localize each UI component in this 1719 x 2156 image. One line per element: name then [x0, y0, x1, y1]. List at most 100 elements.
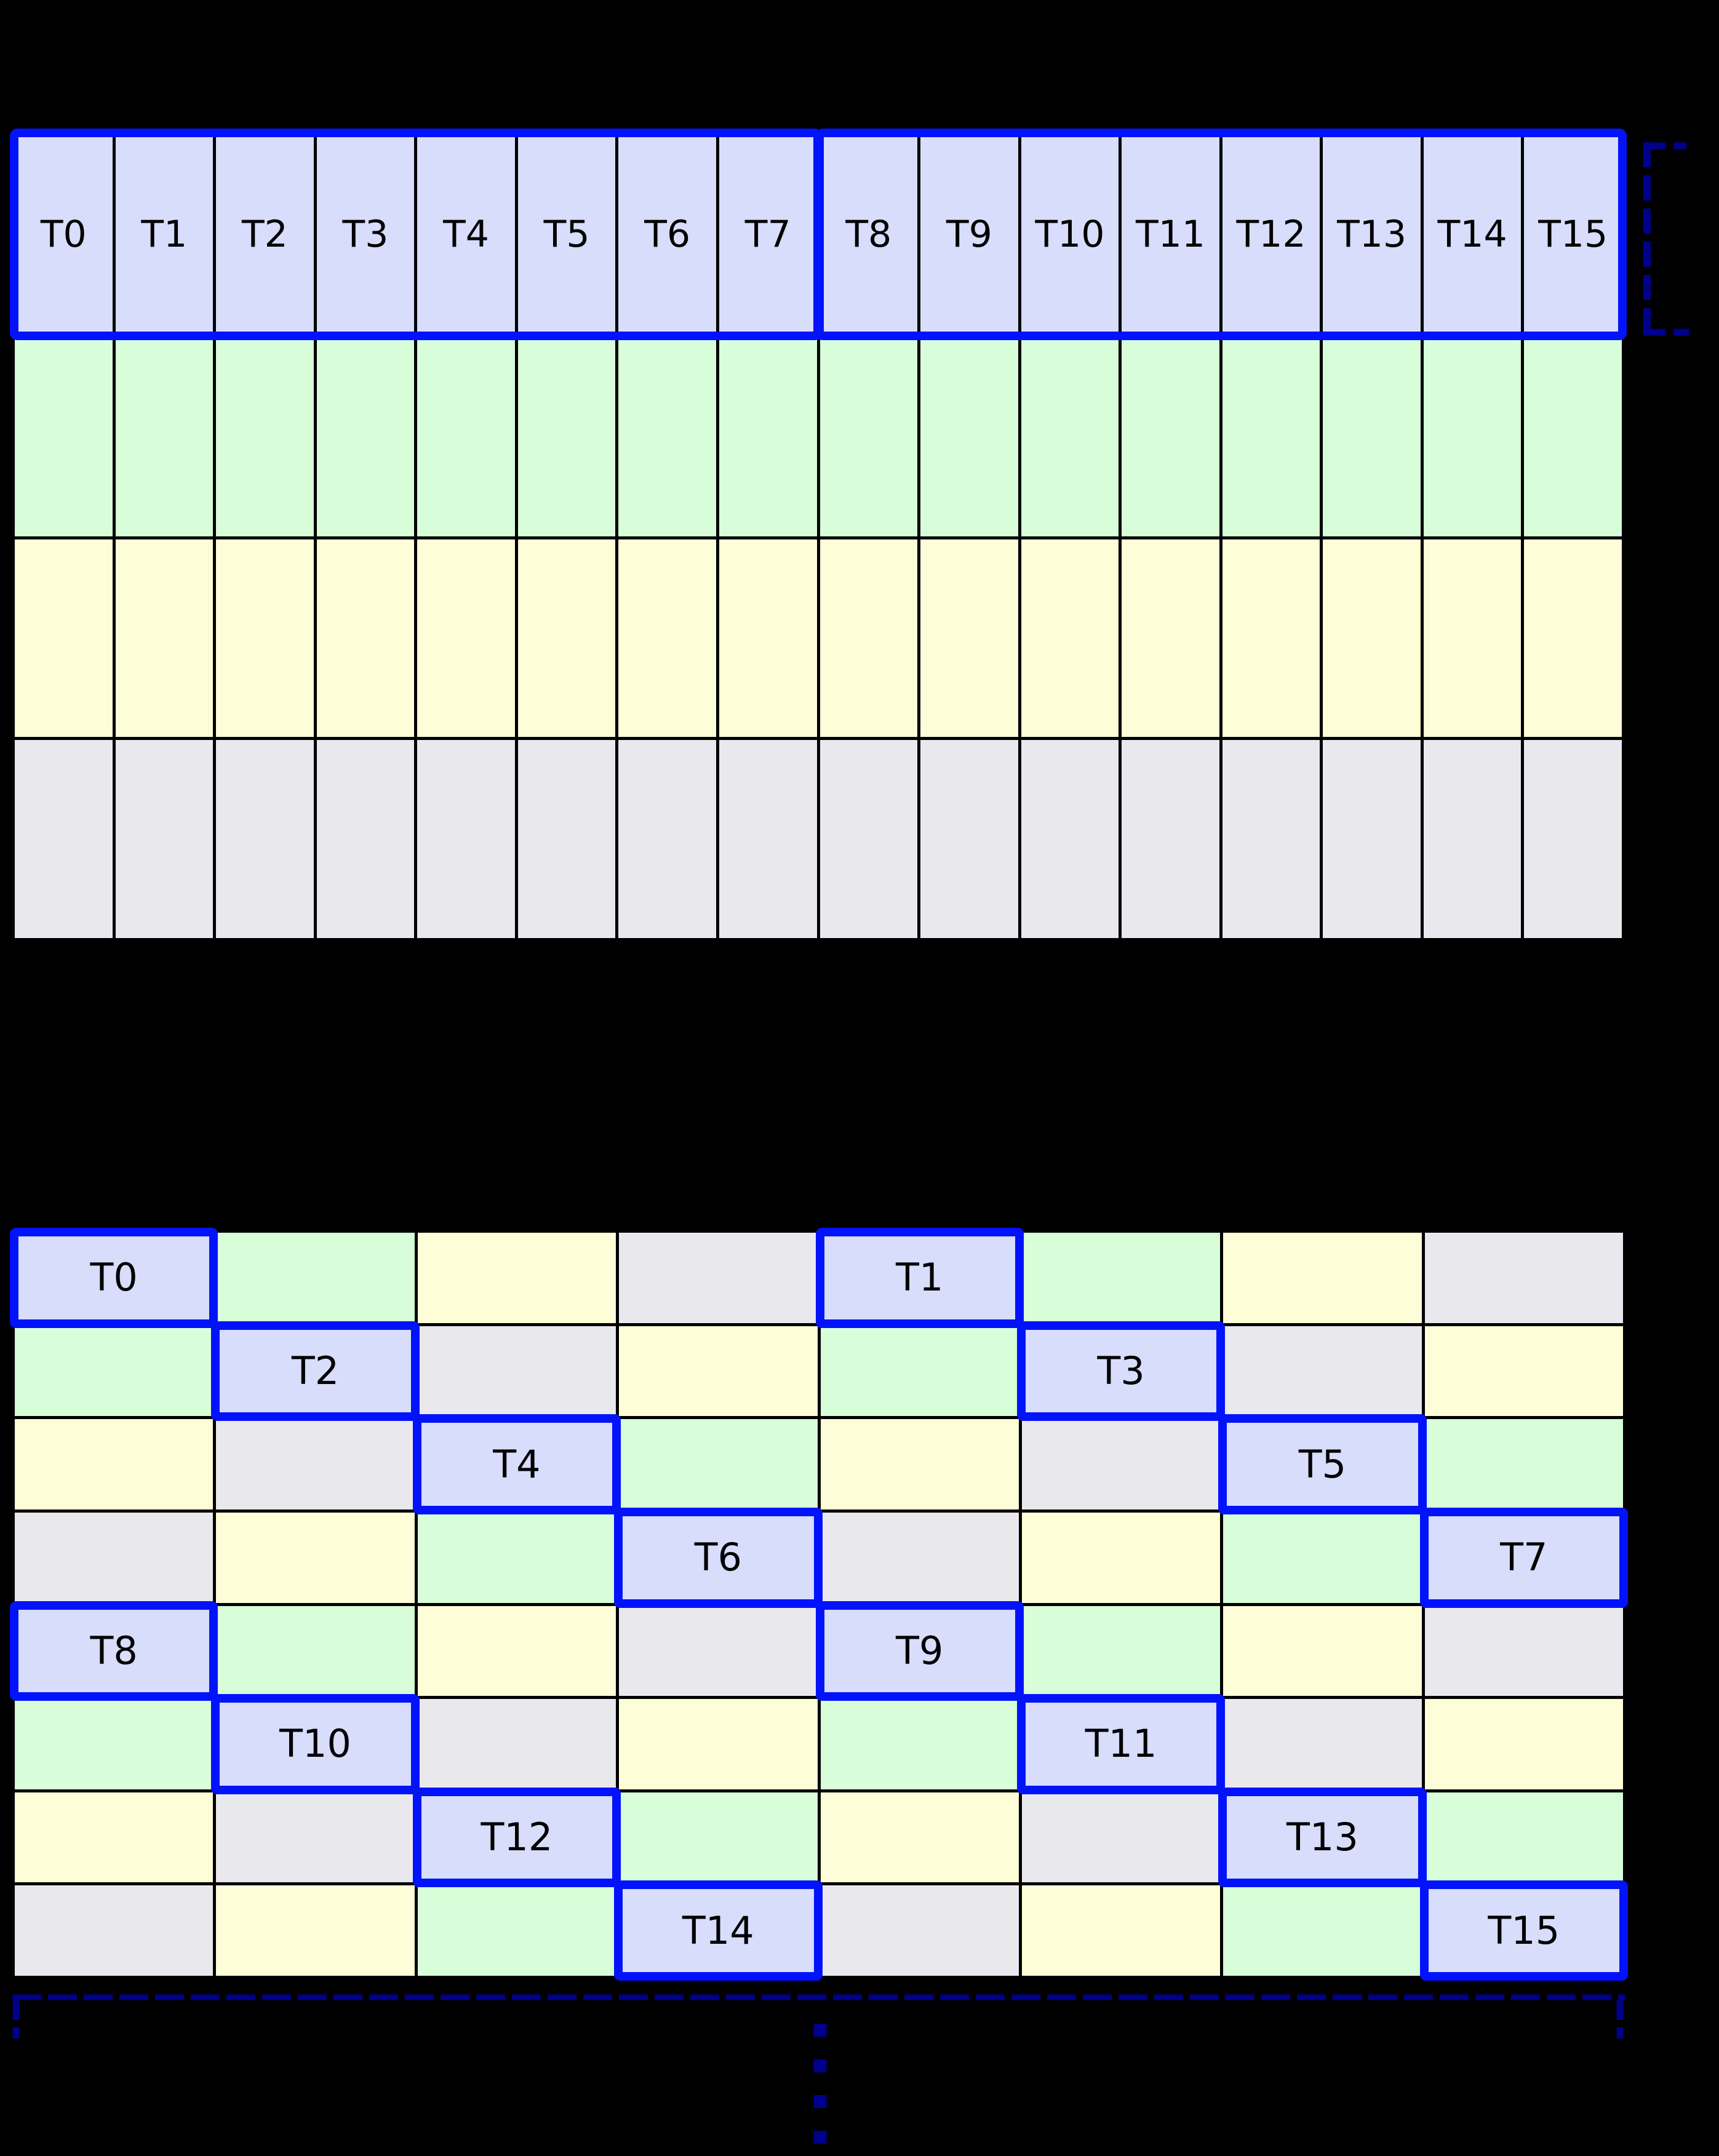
swizzled-word-cell	[1021, 1419, 1221, 1510]
thread-header-cell-T0: T0	[15, 133, 113, 335]
swizzled-thread-cell-T3: T3	[1021, 1326, 1221, 1417]
bank-word-cell	[316, 539, 415, 738]
bank-word-cell	[820, 740, 918, 938]
swizzled-thread-cell-T14: T14	[619, 1885, 818, 1976]
bank-word-cell	[920, 539, 1018, 738]
swizzled-word-cell	[417, 1512, 616, 1603]
swizzled-word-cell	[1424, 1326, 1623, 1417]
swizzled-word-cell	[216, 1885, 415, 1976]
bank-word-cell	[216, 539, 314, 738]
swizzled-word-cell	[417, 1326, 616, 1417]
swizzled-word-cell	[619, 1326, 818, 1417]
bank-word-cell	[115, 338, 213, 536]
bank-row-grid: T0 T1 T2 T3 T4 T5 T6 T7 T8 T9 T10 T11 T12 T13 T14 T15	[12, 131, 1624, 941]
thread-header-cell-T13: T13	[1323, 133, 1421, 335]
bank-word-cell	[1222, 338, 1320, 536]
thread-header-cell-T12: T12	[1222, 133, 1320, 335]
swizzled-word-cell	[216, 1792, 415, 1883]
bank-word-cell	[719, 338, 817, 536]
bank-word-cell	[1524, 338, 1622, 536]
thread-header-cell-T4: T4	[417, 133, 515, 335]
bank-word-cell	[618, 539, 716, 738]
bank-word-cell	[517, 338, 616, 536]
swizzled-word-cell	[820, 1326, 1019, 1417]
swizzled-thread-cell-T8: T8	[15, 1605, 213, 1697]
bank-word-cell	[1222, 539, 1320, 738]
bank-word-cell	[15, 740, 113, 938]
swizzled-word-cell	[417, 1233, 616, 1323]
swizzled-thread-cell-T12: T12	[417, 1792, 616, 1883]
swizzled-word-cell	[216, 1419, 415, 1510]
swizzled-word-cell	[1424, 1699, 1623, 1789]
swizzled-thread-cell-T0: T0	[15, 1233, 213, 1323]
thread-header-cell-T10: T10	[1021, 133, 1119, 335]
thread-header-cell-T7: T7	[719, 133, 817, 335]
bank-word-cell	[1122, 740, 1219, 938]
swizzled-word-cell	[216, 1512, 415, 1603]
swizzled-word-cell	[15, 1326, 213, 1417]
bank-word-cell	[316, 740, 415, 938]
swizzled-word-cell	[619, 1792, 818, 1883]
bank-word-cell	[1323, 539, 1421, 738]
swizzled-word-cell	[1223, 1233, 1422, 1323]
bank-word-cell	[1122, 338, 1219, 536]
thread-header-cell-T11: T11	[1122, 133, 1219, 335]
continuation-bracket	[12, 1994, 1625, 2039]
bank-word-cell	[517, 539, 616, 738]
bank-word-cell	[1122, 539, 1219, 738]
bank-word-cell	[417, 338, 515, 536]
bank-word-cell	[417, 539, 515, 738]
swizzled-word-cell	[820, 1419, 1019, 1510]
swizzled-word-cell	[619, 1605, 818, 1697]
swizzled-word-cell	[417, 1605, 616, 1697]
thread-header-cell-T14: T14	[1423, 133, 1522, 335]
swizzled-word-cell	[1424, 1233, 1623, 1323]
swizzled-word-cell	[15, 1419, 213, 1510]
swizzled-word-cell	[1021, 1792, 1221, 1883]
bank-word-cell	[417, 740, 515, 938]
swizzled-word-cell	[619, 1699, 818, 1789]
bank-word-cell	[115, 740, 213, 938]
swizzled-word-cell	[1424, 1605, 1623, 1697]
swizzled-word-cell	[216, 1233, 415, 1323]
swizzled-word-cell	[15, 1699, 213, 1789]
bank-word-cell	[316, 338, 415, 536]
swizzled-thread-cell-T7: T7	[1424, 1512, 1623, 1603]
swizzled-thread-cell-T10: T10	[216, 1699, 415, 1789]
swizzled-word-cell	[820, 1512, 1019, 1603]
swizzled-grid: T0 T1 T2 T3 T4 T5 T6 T7 T8 T9 T10 T11 T12 T13 T14 T15	[12, 1230, 1625, 1978]
bank-word-cell	[1423, 740, 1522, 938]
bank-word-cell	[719, 740, 817, 938]
bank-word-cell	[15, 338, 113, 536]
swizzled-thread-cell-T13: T13	[1223, 1792, 1422, 1883]
bank-word-cell	[1021, 338, 1119, 536]
swizzled-thread-cell-T5: T5	[1223, 1419, 1422, 1510]
thread-header-cell-T5: T5	[517, 133, 616, 335]
swizzled-word-cell	[1223, 1885, 1422, 1976]
swizzled-word-cell	[1223, 1699, 1422, 1789]
swizzled-word-cell	[1021, 1233, 1221, 1323]
swizzled-word-cell	[216, 1605, 415, 1697]
bank-word-cell	[820, 338, 918, 536]
bank-word-cell	[1423, 338, 1522, 536]
swizzled-word-cell	[1223, 1512, 1422, 1603]
swizzled-word-cell	[417, 1699, 616, 1789]
swizzled-word-cell	[820, 1885, 1019, 1976]
swizzled-word-cell	[15, 1885, 213, 1976]
thread-header-cell-T3: T3	[316, 133, 415, 335]
swizzled-word-cell	[1021, 1512, 1221, 1603]
swizzled-thread-cell-T11: T11	[1021, 1699, 1221, 1789]
bank-word-cell	[1021, 740, 1119, 938]
bank-word-cell	[719, 539, 817, 738]
bank-word-cell	[216, 740, 314, 938]
bank-word-cell	[1323, 740, 1421, 938]
swizzled-word-cell	[619, 1233, 818, 1323]
bank-word-cell	[1524, 740, 1622, 938]
bank-word-cell	[920, 338, 1018, 536]
bank-word-cell	[1524, 539, 1622, 738]
swizzled-word-cell	[1223, 1326, 1422, 1417]
swizzled-word-cell	[1021, 1885, 1221, 1976]
thread-header-cell-T1: T1	[115, 133, 213, 335]
swizzled-thread-cell-T4: T4	[417, 1419, 616, 1510]
